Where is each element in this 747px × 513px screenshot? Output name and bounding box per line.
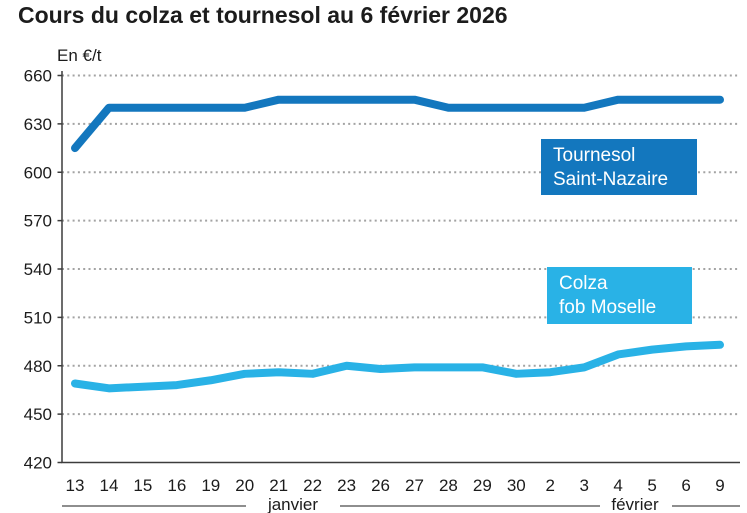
y-tick-label-570: 570	[24, 212, 52, 231]
y-tick-label-630: 630	[24, 115, 52, 134]
x-tick-label-6: 6	[681, 476, 690, 495]
legend-colza-line2: fob Moselle	[559, 296, 657, 318]
x-axis-month-fevrier: février	[611, 495, 659, 513]
y-axis-unit-label: En €/t	[57, 46, 102, 65]
x-tick-label-9: 9	[715, 476, 724, 495]
x-tick-label-22: 22	[303, 476, 322, 495]
y-tick-label-450: 450	[24, 405, 52, 424]
chart-title: Cours du colza et tournesol au 6 février…	[18, 2, 508, 28]
series-line-1	[71, 340, 724, 393]
legend-tournesol-saint-nazaire: Tournesol Saint-Nazaire	[541, 139, 697, 195]
legend-tournesol-line1: Tournesol	[553, 145, 636, 166]
x-axis-month-janvier: janvier	[267, 495, 319, 513]
x-tick-label-3: 3	[579, 476, 588, 495]
x-tick-label-16: 16	[167, 476, 186, 495]
legend-tournesol-line2: Saint-Nazaire	[553, 168, 669, 190]
y-tick-label-660: 660	[24, 67, 52, 86]
y-tick-label-420: 420	[24, 454, 52, 473]
x-tick-label-13: 13	[66, 476, 85, 495]
x-tick-label-4: 4	[613, 476, 622, 495]
y-tick-label-510: 510	[24, 308, 52, 327]
y-tick-label-540: 540	[24, 260, 52, 279]
x-tick-label-26: 26	[371, 476, 390, 495]
series-line-0	[71, 95, 724, 153]
x-tick-label-2: 2	[546, 476, 555, 495]
x-tick-label-15: 15	[133, 476, 152, 495]
x-tick-label-14: 14	[99, 476, 118, 495]
x-tick-label-29: 29	[473, 476, 492, 495]
x-tick-label-23: 23	[337, 476, 356, 495]
y-tick-label-480: 480	[24, 357, 52, 376]
x-tick-label-20: 20	[235, 476, 254, 495]
x-tick-label-21: 21	[269, 476, 288, 495]
legend-colza-line1: Colza	[559, 273, 608, 294]
x-tick-label-30: 30	[507, 476, 526, 495]
x-tick-label-27: 27	[405, 476, 424, 495]
x-tick-label-5: 5	[647, 476, 656, 495]
x-tick-label-19: 19	[201, 476, 220, 495]
x-tick-label-28: 28	[439, 476, 458, 495]
y-tick-label-600: 600	[24, 163, 52, 182]
legend-colza-fob-moselle: Colza fob Moselle	[547, 267, 692, 324]
axes	[61, 71, 740, 464]
